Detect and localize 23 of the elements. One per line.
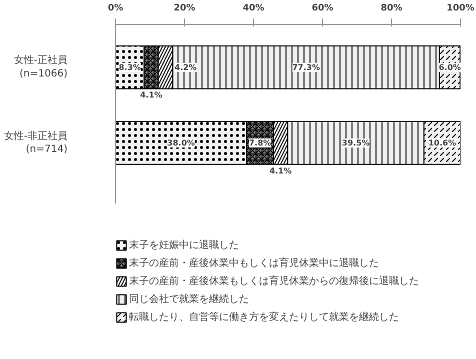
legend-label: 同じ会社で就業を継続した <box>129 292 249 306</box>
legend-label: 末子を妊娠中に退職した <box>129 238 239 252</box>
data-label: 4.1% <box>140 90 162 100</box>
data-label: 7.8% <box>248 138 272 148</box>
data-label: 6.0% <box>438 62 461 72</box>
data-label: 4.1% <box>269 166 292 176</box>
x-tick-label: 80% <box>380 4 402 14</box>
legend-label: 末子の産前・産後休業もしくは育児休業からの復帰後に退職した <box>129 274 419 288</box>
x-tick-label: 0% <box>108 4 124 14</box>
data-label: 10.6% <box>428 138 456 148</box>
data-label: 39.5% <box>342 138 370 148</box>
data-label: 4.2% <box>174 62 197 72</box>
data-label: 77.3% <box>292 62 320 72</box>
data-label: 38.0% <box>167 138 195 148</box>
y-tick-label: 女性-正社員 (n=1066) <box>14 54 68 80</box>
y-tick-label: 女性-非正社員 (n=714) <box>4 130 68 156</box>
data-label: 8.3% <box>118 62 141 72</box>
x-tick-label: 20% <box>174 4 196 14</box>
legend-label: 転職したり、自営等に働き方を変えたりして就業を継続した <box>129 310 399 324</box>
x-tick-label: 60% <box>312 4 334 14</box>
x-tick-label: 40% <box>242 4 264 14</box>
x-tick-label: 100% <box>446 4 474 14</box>
legend-label: 末子の産前・産後休業中もしくは育児休業中に退職した <box>129 256 379 270</box>
